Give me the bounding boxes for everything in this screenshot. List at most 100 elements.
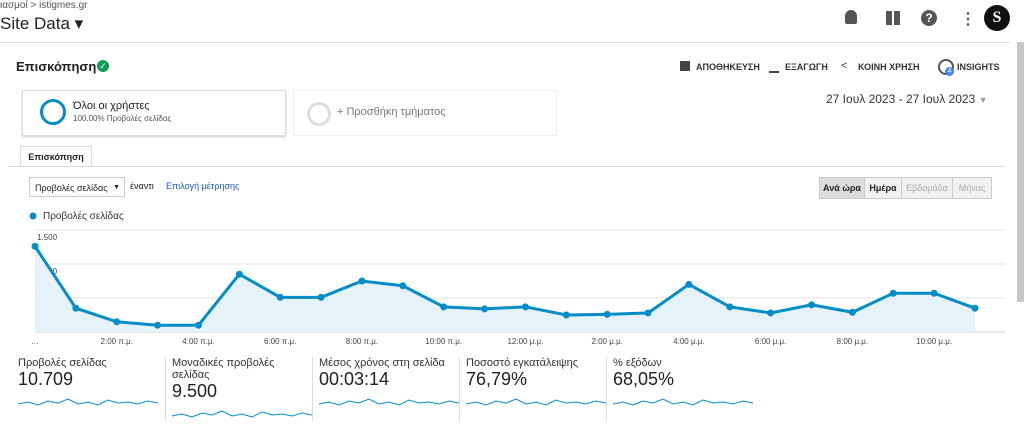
save-button[interactable]: ΑΠΟΘΗΚΕΥΣΗ xyxy=(696,62,760,72)
point xyxy=(399,282,407,290)
point xyxy=(481,305,489,313)
metric-label: Προβολές σελίδας xyxy=(35,183,108,193)
point xyxy=(276,293,284,301)
hourly-button[interactable]: Ανά ώρα xyxy=(819,177,865,199)
sparkline-path xyxy=(171,410,313,418)
date-text: 27 Ιουλ 2023 - 27 Ιουλ 2023 xyxy=(826,92,976,106)
avatar[interactable]: S xyxy=(984,5,1010,31)
x-tick-label: … xyxy=(31,337,39,346)
sparkline xyxy=(318,398,460,406)
insights-button[interactable]: INSIGHTS xyxy=(957,62,1000,72)
metrics-row: Προβολές σελίδας 10.709 Μοναδικές προβολ… xyxy=(17,357,758,427)
metric-name: Μοναδικές προβολές σελίδας xyxy=(172,357,275,381)
breadcrumb[interactable]: ιασμοί > istigmes.gr xyxy=(0,0,88,11)
add-segment-label: + Προσθήκη τμήματος xyxy=(337,106,446,118)
help-icon[interactable]: ? xyxy=(921,10,937,26)
week-button[interactable]: Εβδομάδα xyxy=(901,177,953,199)
metric-value: 76,79% xyxy=(466,369,528,389)
x-tick-label: 2:00 μ.μ. xyxy=(591,337,622,346)
x-tick-label: 8:00 π.μ. xyxy=(346,337,378,346)
metric[interactable]: Ποσοστό εγκατάλειψης 76,79% xyxy=(459,357,607,421)
share-button[interactable]: ΚΟΙΝΗ ΧΡΗΣΗ xyxy=(858,62,920,72)
day-button[interactable]: Ημέρα xyxy=(864,177,902,199)
segment-detail: 100,00% Προβολές σελίδας xyxy=(73,114,172,123)
point xyxy=(317,293,325,301)
y-tick-label: 1.500 xyxy=(37,233,58,242)
point xyxy=(603,310,611,318)
tab-line xyxy=(8,166,1005,167)
segment-ring xyxy=(40,99,66,125)
metric-name: Ποσοστό εγκατάλειψης xyxy=(466,357,579,369)
sparkline-path xyxy=(318,398,460,406)
sparkline xyxy=(17,398,159,406)
point xyxy=(971,304,979,312)
point xyxy=(521,303,529,311)
point xyxy=(154,321,162,329)
area xyxy=(35,246,975,332)
line xyxy=(33,245,976,327)
chart: Προβολές σελίδας5001.0001.500…2:00 π.μ.4… xyxy=(29,210,1005,346)
x-tick-label: 4:00 π.μ. xyxy=(182,337,214,346)
sparkline-path xyxy=(612,398,754,406)
sparkline xyxy=(171,410,313,418)
point xyxy=(113,318,121,326)
versus: έναντι xyxy=(130,181,154,191)
x-tick-label: 12:00 μ.μ. xyxy=(507,337,543,346)
point xyxy=(889,289,897,297)
sparkline xyxy=(612,398,754,406)
legend-label: Προβολές σελίδας xyxy=(43,210,124,222)
bell-icon[interactable] xyxy=(845,10,857,24)
point xyxy=(848,308,856,316)
segment-card[interactable]: Όλοι οι χρήστες 100,00% Προβολές σελίδας xyxy=(22,90,286,136)
insights-badge: 4 xyxy=(945,67,954,76)
x-tick-label: 6:00 π.μ. xyxy=(264,337,296,346)
point xyxy=(235,270,243,278)
point xyxy=(644,309,652,317)
point xyxy=(31,242,39,250)
tab[interactable]: Επισκόπηση xyxy=(20,146,92,167)
export-icon xyxy=(769,61,779,73)
sparkline-path xyxy=(17,398,159,406)
metric-value: 10.709 xyxy=(18,369,74,389)
add-segment[interactable]: + Προσθήκη τμήματος xyxy=(293,90,557,136)
metric-dropdown[interactable]: Προβολές σελίδας ▼ xyxy=(29,177,125,197)
sparkline-path xyxy=(465,398,607,406)
metric[interactable]: Μέσος χρόνος στη σελίδα 00:03:14 xyxy=(312,357,460,421)
apps-icon[interactable] xyxy=(886,11,900,25)
verified-icon: ✓ xyxy=(97,60,109,72)
segment-name: Όλοι οι χρήστες xyxy=(73,100,150,112)
point xyxy=(194,321,202,329)
metric[interactable]: Προβολές σελίδας 10.709 xyxy=(17,357,159,421)
scrollbar[interactable] xyxy=(1017,42,1024,302)
point xyxy=(358,277,366,285)
select-metric[interactable]: Επιλογή μέτρησης xyxy=(166,181,240,191)
date-range[interactable]: 27 Ιουλ 2023 - 27 Ιουλ 2023 ▼ xyxy=(826,92,988,106)
report-title: Επισκόπηση xyxy=(16,59,97,74)
point xyxy=(767,309,775,317)
month-button[interactable]: Μήνας xyxy=(952,177,992,199)
x-tick-label: 8:00 μ.μ. xyxy=(837,337,868,346)
menu-icon[interactable]: ⋮ xyxy=(960,11,976,28)
metric-name: Προβολές σελίδας xyxy=(18,357,107,369)
legend-dot xyxy=(29,212,37,220)
export-button[interactable]: ΕΞΑΓΩΓΗ xyxy=(785,62,828,72)
sparkline xyxy=(465,398,607,406)
metric-value: 68,05% xyxy=(613,369,675,389)
share-icon: < xyxy=(841,60,848,72)
property[interactable]: Site Data ▾ xyxy=(0,14,84,33)
x-tick-label: 10:00 π.μ. xyxy=(425,337,462,346)
x-tick-label: 6:00 μ.μ. xyxy=(755,337,786,346)
divider xyxy=(0,42,1010,43)
x-tick-label: 4:00 μ.μ. xyxy=(673,337,704,346)
property-name: Site Data xyxy=(0,14,70,33)
point xyxy=(685,280,693,288)
metric-value: 9.500 xyxy=(172,381,218,401)
metric-value: 00:03:14 xyxy=(319,369,390,389)
point xyxy=(72,304,80,312)
point xyxy=(930,289,938,297)
metric[interactable]: Μοναδικές προβολές σελίδας 9.500 xyxy=(165,357,313,421)
add-ring xyxy=(307,102,331,126)
metric[interactable]: % εξόδων 68,05% xyxy=(606,357,754,421)
point xyxy=(808,301,816,309)
